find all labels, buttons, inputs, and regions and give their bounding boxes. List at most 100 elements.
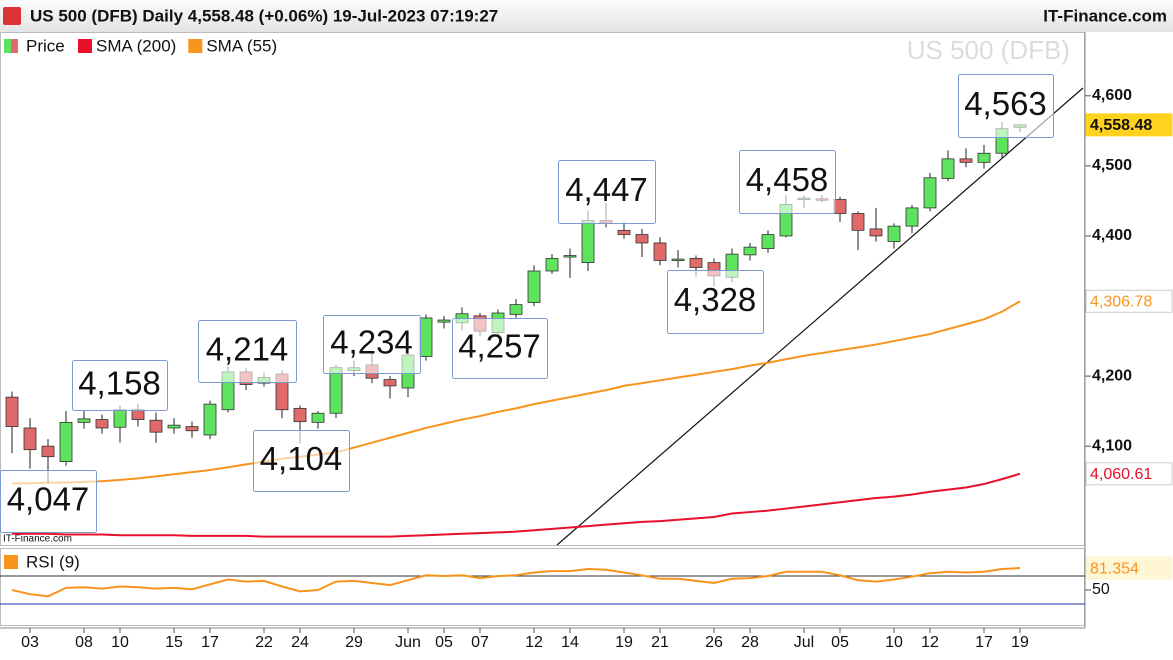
brand: IT-Finance.com (1043, 6, 1167, 25)
candle-body (689, 257, 703, 268)
legend-label: SMA (55) (206, 36, 277, 55)
y-tick-label: 4,500 (1092, 157, 1132, 174)
x-tick-label: 10 (885, 634, 903, 651)
y-tick-label: 4,600 (1092, 87, 1132, 104)
chart-title: US 500 (DFB) Daily 4,558.48 (+0.06%) 19-… (30, 6, 498, 25)
annotation-box (452, 318, 548, 379)
legend-swatch (4, 555, 18, 569)
x-tick-label: 17 (975, 634, 993, 651)
x-tick-label: 29 (345, 634, 363, 651)
candle-body (581, 220, 595, 263)
candle-body (851, 213, 865, 231)
legend-label: SMA (200) (96, 36, 176, 55)
x-tick-label: Jul (794, 634, 814, 651)
legend-swatch (11, 39, 18, 53)
demo-icon (3, 7, 21, 25)
candle-body (977, 152, 991, 163)
x-tick-label: 21 (651, 634, 669, 651)
plot-frame (0, 32, 1085, 546)
legend-swatch (188, 39, 203, 53)
x-tick-label: 28 (741, 634, 759, 651)
candle-body (131, 409, 145, 420)
x-tick-label: 05 (831, 634, 849, 651)
candle-body (185, 426, 199, 432)
annotation-label: 4,563 (964, 85, 1047, 122)
candle-body (545, 257, 559, 272)
last-value-label: 4,306.78 (1090, 293, 1152, 310)
annotation-label: 4,257 (458, 328, 541, 365)
candle-body (941, 158, 955, 179)
annotation-box (958, 74, 1054, 138)
candle-body (653, 242, 667, 261)
annotation-label: 4,214 (206, 331, 289, 368)
x-tick-label: 22 (255, 634, 273, 651)
annotation-box (198, 320, 297, 383)
annotation-label: 4,158 (78, 365, 161, 402)
x-tick-label: 26 (705, 634, 723, 651)
annotation-box (72, 360, 168, 411)
candle-body (887, 225, 901, 242)
x-tick-label: 19 (1011, 634, 1029, 651)
source: IT-Finance.com (3, 534, 72, 545)
x-tick-label: 07 (471, 634, 489, 651)
annotation-box (253, 430, 350, 492)
candle-body (869, 228, 883, 237)
last-value-box (1085, 462, 1173, 486)
candle-body (437, 319, 451, 323)
candle-body (5, 396, 19, 427)
candle-body (293, 407, 307, 423)
trend-line (556, 87, 1084, 546)
candle-body (59, 421, 73, 463)
candle-body (419, 317, 433, 357)
y-tick-label: 4,200 (1092, 367, 1132, 384)
annotation-box (667, 270, 764, 334)
annotation-box (0, 470, 97, 533)
annotation-label: 4,104 (260, 440, 343, 477)
x-tick-label: 14 (561, 634, 579, 651)
last-value-label: 4,060.61 (1090, 466, 1152, 483)
last-value-box (1085, 289, 1173, 313)
legend: Price SMA (200) SMA (55) (4, 36, 277, 55)
y-tick-label: 4,400 (1092, 227, 1132, 244)
candle-body (203, 403, 217, 436)
legend-label: RSI (9) (26, 552, 80, 571)
annotation-box (558, 160, 656, 224)
candle-body (77, 418, 91, 423)
candle-body (311, 412, 325, 423)
x-tick-label: 24 (291, 634, 309, 651)
candle-body (959, 158, 973, 163)
watermark: US 500 (DFB) (907, 35, 1070, 65)
legend-swatch (78, 39, 92, 53)
candle-body (113, 409, 127, 428)
candle-body (635, 234, 649, 244)
candle-body (23, 427, 37, 451)
annotation-box (739, 150, 836, 214)
rsi-frame (0, 548, 1085, 626)
annotation-label: 4,458 (746, 161, 829, 198)
candle-body (167, 424, 181, 429)
legend-label: Price (26, 36, 65, 55)
candle-body (743, 246, 757, 256)
x-tick-label: 03 (21, 634, 39, 651)
last-value-label: 4,558.48 (1090, 117, 1152, 134)
candle-body (95, 419, 109, 429)
candle-body (563, 255, 577, 258)
candle-body (149, 419, 163, 433)
candle-body (905, 207, 919, 227)
x-tick-label: 17 (201, 634, 219, 651)
annotation-label: 4,328 (674, 281, 757, 318)
y-tick-label: 4,100 (1092, 437, 1132, 454)
candle-body (761, 234, 775, 249)
last-value-box (1085, 556, 1173, 580)
candle-body (617, 229, 631, 235)
rsi-line (11, 567, 1021, 598)
annotation-label: 4,447 (565, 171, 648, 208)
sma-line (12, 472, 1021, 538)
x-tick-label: 10 (111, 634, 129, 651)
candle-body (41, 445, 55, 458)
annotation-label: 4,047 (7, 481, 90, 518)
annotation-label: 4,234 (330, 324, 413, 361)
y-tick-label: 50 (1092, 581, 1110, 598)
header-bar (0, 0, 1173, 32)
